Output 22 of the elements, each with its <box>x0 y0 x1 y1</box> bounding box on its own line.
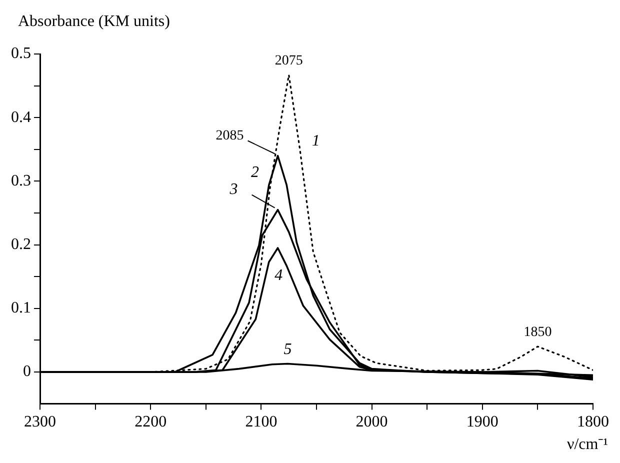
annotation: 1850 <box>524 325 552 340</box>
y-tick-label: 0.3 <box>11 172 31 190</box>
annotation: 1 <box>312 132 320 150</box>
annotation: 2 <box>250 164 259 182</box>
annotation: 2085 <box>216 128 244 144</box>
annotation: 2075 <box>274 54 303 69</box>
y-tick-label: 0.5 <box>11 45 31 62</box>
y-tick-label: 0 <box>23 363 31 380</box>
y-tick-label: 0.2 <box>11 236 31 254</box>
x-tick-label: 2000 <box>356 414 388 431</box>
y-tick-label: 0.4 <box>11 108 31 126</box>
annotation: 3 <box>228 181 238 198</box>
y-axis-title: Absorbance (KM units) <box>18 13 170 30</box>
x-tick-label: 2300 <box>24 414 56 431</box>
x-tick-label: 2200 <box>134 414 167 431</box>
y-tick-label: 0.1 <box>11 300 31 317</box>
annotation: 4 <box>274 266 283 284</box>
x-axis-title: ν/cm⁻¹ <box>566 436 608 454</box>
x-tick-label: 1800 <box>577 414 609 431</box>
annotation: 5 <box>284 340 292 358</box>
x-tick-label: 1900 <box>466 414 498 431</box>
x-tick-label: 2100 <box>245 414 278 431</box>
